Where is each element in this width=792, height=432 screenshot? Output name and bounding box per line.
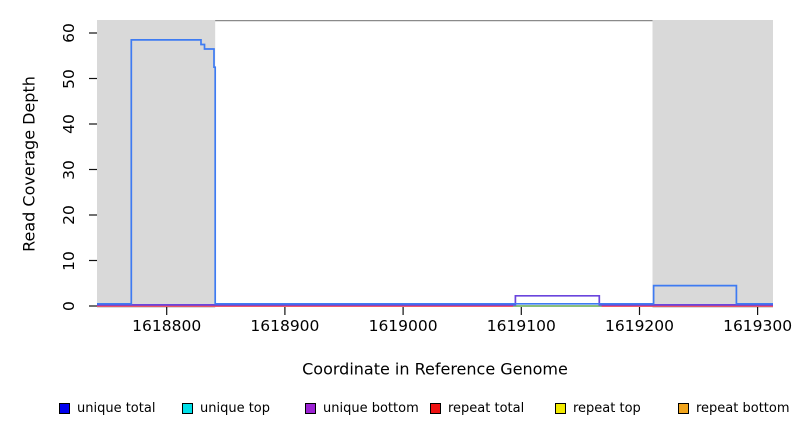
legend-item-unique-total: unique total bbox=[59, 399, 155, 417]
y-tick-label: 20 bbox=[60, 205, 78, 225]
y-tick-label: 0 bbox=[60, 301, 78, 311]
y-tick-label: 30 bbox=[60, 159, 78, 180]
legend-label: unique bottom bbox=[323, 400, 419, 416]
x-tick-label: 1618800 bbox=[132, 317, 202, 335]
x-tick-label: 1619300 bbox=[723, 317, 792, 335]
y-tick-label: 60 bbox=[60, 23, 78, 43]
legend-label: repeat bottom bbox=[696, 400, 790, 416]
x-tick-label: 1619100 bbox=[486, 317, 556, 335]
legend-swatch-unique-total bbox=[59, 402, 70, 414]
legend-label: unique top bbox=[200, 400, 271, 416]
legend-label: repeat total bbox=[448, 400, 525, 416]
y-tick-label: 50 bbox=[60, 68, 78, 89]
y-tick-label: 40 bbox=[60, 114, 78, 134]
repeat-region-left bbox=[97, 20, 216, 308]
legend-label: unique total bbox=[77, 400, 156, 416]
legend-item-repeat-top: repeat top bbox=[555, 399, 641, 417]
y-axis-title: Read Coverage Depth bbox=[19, 76, 39, 252]
legend-label: repeat top bbox=[573, 400, 641, 416]
legend-item-unique-top: unique top bbox=[182, 399, 270, 417]
y-tick-label: 10 bbox=[60, 250, 78, 271]
legend-swatch-unique-top bbox=[182, 402, 193, 414]
legend-item-repeat-total: repeat total bbox=[430, 399, 524, 417]
legend-swatch-repeat-bottom bbox=[678, 402, 689, 414]
legend-swatch-repeat-top bbox=[555, 402, 566, 414]
series-unique-bottom-line bbox=[97, 294, 773, 306]
legend: unique total unique top unique bottom re… bbox=[0, 399, 792, 419]
repeat-region-right bbox=[652, 20, 773, 308]
legend-swatch-unique-bottom bbox=[305, 402, 316, 414]
legend-swatch-repeat-total bbox=[430, 402, 441, 414]
series-unique-total-line bbox=[97, 39, 773, 305]
x-tick-label: 1618900 bbox=[250, 317, 320, 335]
legend-item-repeat-bottom: repeat bottom bbox=[678, 399, 790, 417]
x-tick-label: 1619000 bbox=[368, 317, 438, 335]
legend-item-unique-bottom: unique bottom bbox=[305, 399, 419, 417]
x-axis-title: Coordinate in Reference Genome bbox=[302, 359, 568, 379]
x-tick-label: 1619200 bbox=[604, 317, 675, 335]
